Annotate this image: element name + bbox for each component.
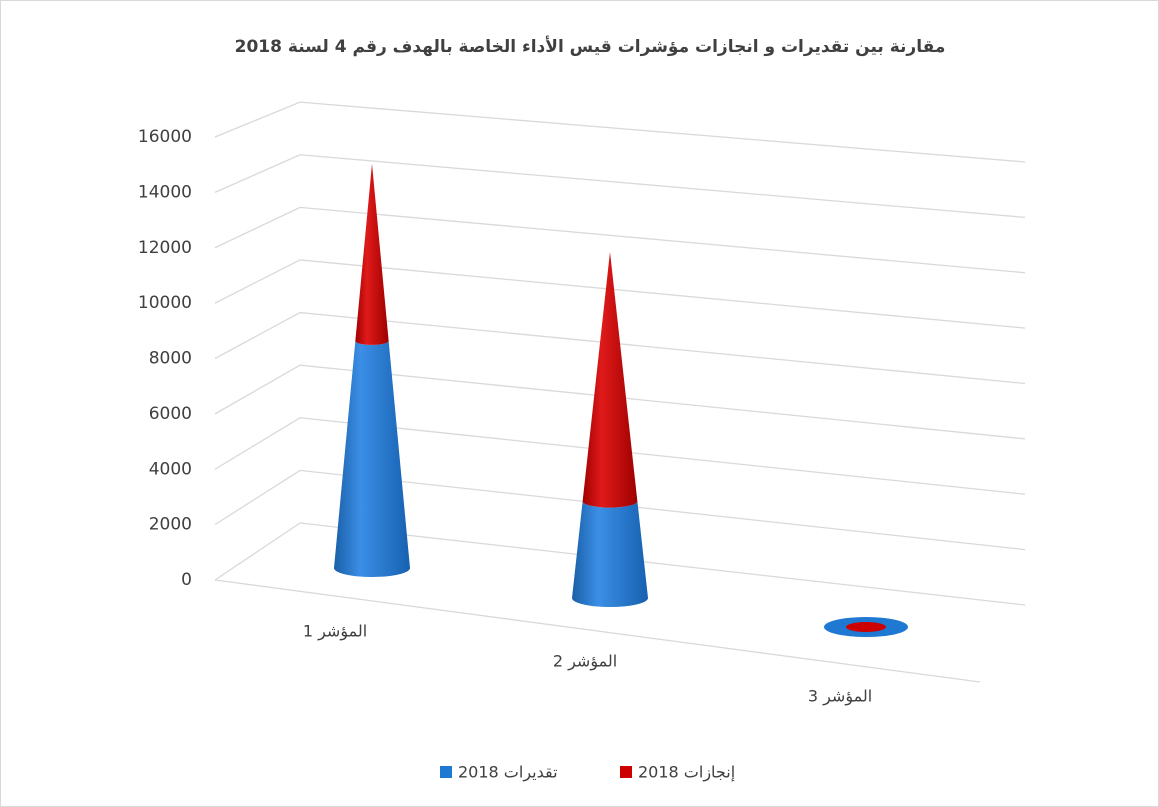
cone-segment (582, 251, 638, 508)
y-tick-label: 2000 (149, 515, 192, 535)
y-tick-label: 0 (181, 570, 192, 590)
legend-swatch (440, 766, 452, 778)
chart-title: مقارنة بين تقديرات و انجازات مؤشرات قيس … (235, 36, 946, 57)
grid-line (214, 101, 1026, 163)
y-tick-label: 12000 (138, 238, 192, 258)
x-tick-label: المؤشر 3 (808, 687, 872, 707)
grid-line (214, 259, 1026, 329)
x-tick-label: المؤشر 2 (553, 652, 617, 672)
grid-line (214, 522, 1026, 606)
y-tick-label: 6000 (149, 404, 192, 424)
y-tick-label: 14000 (138, 182, 192, 202)
cone-segment (355, 163, 389, 345)
cone-base (846, 622, 886, 632)
legend-label: إنجازات 2018 (638, 763, 735, 783)
grid-line (214, 364, 1026, 440)
y-tick-label: 16000 (138, 127, 192, 147)
grid-line (214, 154, 1026, 219)
floor-line (214, 579, 981, 683)
y-tick-label: 8000 (149, 349, 192, 369)
grid-line (214, 469, 1026, 551)
legend-swatch (620, 766, 632, 778)
grid-line (214, 206, 1026, 274)
grid-line (214, 311, 1026, 385)
grid-line (214, 417, 1026, 495)
cone-segment (334, 340, 410, 577)
x-tick-label: المؤشر 1 (303, 622, 367, 642)
legend: إنجازات 2018 تقديرات 2018 (440, 763, 735, 783)
y-tick-label: 4000 (149, 459, 192, 479)
cone-segment (572, 501, 648, 607)
y-tick-label: 10000 (138, 293, 192, 313)
legend-label: تقديرات 2018 (458, 763, 558, 783)
